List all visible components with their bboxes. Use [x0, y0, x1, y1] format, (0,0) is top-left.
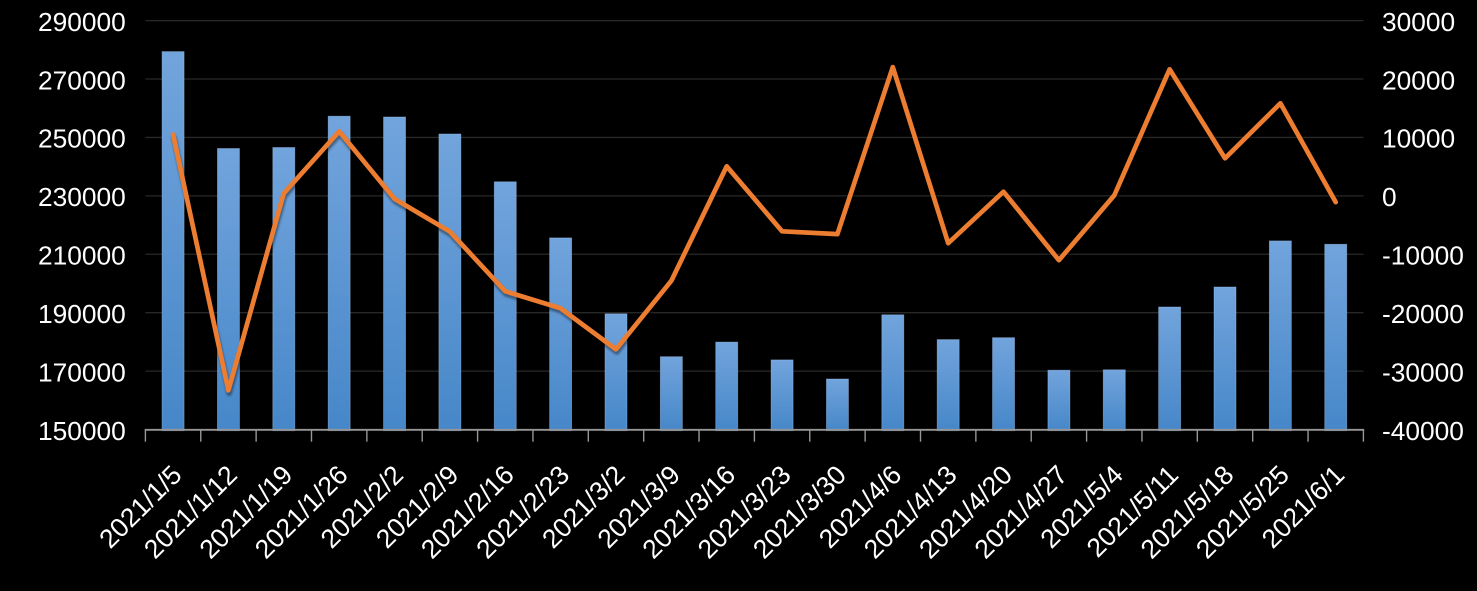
svg-text:210000: 210000	[38, 241, 126, 271]
svg-text:290000: 290000	[38, 7, 126, 37]
svg-text:190000: 190000	[38, 299, 126, 329]
svg-text:0: 0	[1382, 182, 1397, 212]
svg-text:-40000: -40000	[1382, 416, 1464, 446]
svg-text:150000: 150000	[38, 416, 126, 446]
svg-text:-20000: -20000	[1382, 299, 1464, 329]
svg-text:-10000: -10000	[1382, 241, 1464, 271]
svg-text:170000: 170000	[38, 357, 126, 387]
svg-text:230000: 230000	[38, 182, 126, 212]
svg-text:30000: 30000	[1382, 7, 1455, 37]
svg-text:10000: 10000	[1382, 124, 1455, 154]
svg-text:20000: 20000	[1382, 65, 1455, 95]
svg-text:250000: 250000	[38, 124, 126, 154]
svg-text:-30000: -30000	[1382, 357, 1464, 387]
svg-text:270000: 270000	[38, 65, 126, 95]
